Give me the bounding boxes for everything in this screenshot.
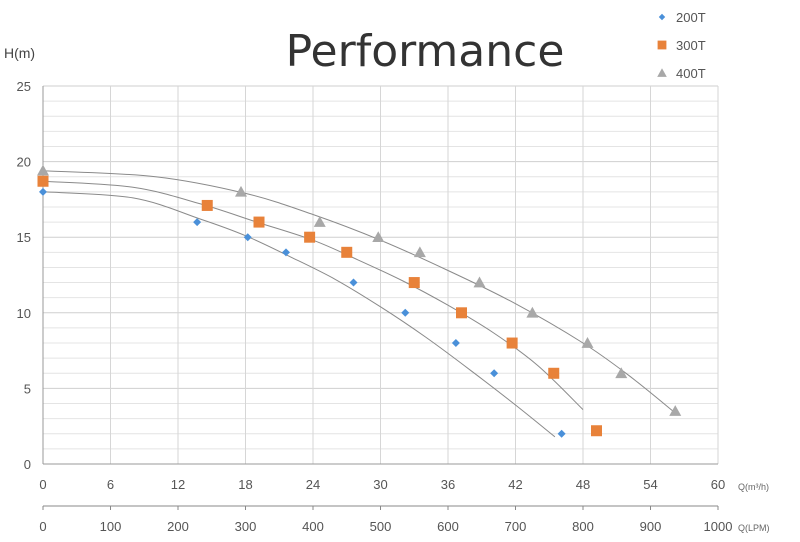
x-primary-tick-label: 18 — [238, 477, 252, 492]
x-primary-tick-label: 48 — [576, 477, 590, 492]
x-secondary-tick-label: 800 — [572, 519, 594, 534]
series-curve-300T — [42, 180, 584, 410]
y-tick-label: 25 — [17, 79, 31, 94]
data-point-200T — [193, 218, 202, 227]
legend-marker-300T — [657, 40, 667, 50]
data-point-300T — [201, 199, 213, 211]
data-point-400T — [37, 164, 49, 176]
series-markers — [37, 164, 682, 438]
data-point-200T — [557, 429, 566, 438]
axes — [42, 86, 719, 510]
legend-label-200T: 200T — [676, 10, 706, 25]
y-tick-labels: 0 5 10 15 20 25 — [17, 79, 31, 472]
x-secondary-tick-label: 0 — [39, 519, 46, 534]
x-primary-tick-label: 30 — [373, 477, 387, 492]
x-secondary-tick-labels: 0 100 200 300 400 500 600 700 800 900 1000 — [39, 519, 732, 534]
data-point-400T — [615, 367, 628, 379]
data-point-200T — [39, 187, 47, 196]
y-tick-label: 10 — [17, 306, 31, 321]
x-secondary-tick-label: 700 — [505, 519, 527, 534]
chart-title: Performance — [286, 26, 565, 77]
legend-marker-400T — [657, 68, 667, 77]
data-point-400T — [413, 246, 426, 258]
x-primary-unit-label: Q(m³/h) — [738, 482, 769, 492]
data-point-300T — [304, 231, 316, 243]
data-point-400T — [235, 185, 247, 197]
data-point-200T — [243, 233, 252, 242]
legend-label-300T: 300T — [676, 38, 706, 53]
data-point-300T — [456, 307, 467, 319]
series-curve-400T — [42, 170, 674, 412]
data-point-200T — [282, 248, 290, 257]
x-primary-tick-label: 12 — [171, 477, 185, 492]
x-secondary-tick-label: 400 — [302, 519, 324, 534]
x-secondary-tick-label: 500 — [370, 519, 392, 534]
x-primary-tick-labels: 0 6 12 18 24 30 36 42 48 54 60 — [39, 477, 725, 492]
y-tick-label: 20 — [17, 155, 31, 170]
x-secondary-tick-label: 600 — [437, 519, 459, 534]
data-point-400T — [313, 216, 326, 227]
y-axis-label: H(m) — [4, 45, 35, 61]
y-tick-label: 5 — [24, 381, 31, 396]
data-point-400T — [669, 405, 682, 416]
series-curve-200T — [42, 191, 556, 438]
legend-label-400T: 400T — [676, 66, 706, 81]
data-point-300T — [591, 425, 602, 437]
data-point-400T — [526, 306, 539, 318]
data-point-300T — [341, 246, 353, 258]
data-point-200T — [401, 308, 410, 317]
x-primary-tick-label: 36 — [441, 477, 455, 492]
x-primary-tick-label: 0 — [39, 477, 46, 492]
x-secondary-tick-label: 1000 — [704, 519, 733, 534]
x-secondary-unit-label: Q(LPM) — [738, 523, 770, 533]
data-point-200T — [490, 369, 499, 378]
data-point-400T — [372, 231, 385, 242]
data-point-200T — [451, 339, 460, 348]
grid — [42, 85, 719, 465]
data-point-300T — [253, 216, 265, 228]
data-point-300T — [408, 277, 420, 289]
legend-marker-200T — [658, 13, 666, 21]
data-point-300T — [548, 367, 560, 379]
data-point-200T — [349, 278, 358, 287]
data-point-300T — [506, 337, 518, 349]
data-point-400T — [581, 337, 594, 348]
x-primary-tick-label: 60 — [711, 477, 725, 492]
x-secondary-tick-label: 200 — [167, 519, 189, 534]
y-tick-label: 15 — [17, 230, 31, 245]
x-primary-tick-label: 54 — [643, 477, 657, 492]
x-secondary-tick-label: 900 — [640, 519, 662, 534]
legend: 200T 300T 400T — [657, 10, 706, 81]
x-secondary-tick-label: 100 — [100, 519, 122, 534]
x-primary-tick-label: 24 — [306, 477, 320, 492]
data-point-300T — [37, 175, 49, 187]
x-primary-tick-label: 6 — [107, 477, 114, 492]
x-primary-tick-label: 42 — [508, 477, 522, 492]
y-tick-label: 0 — [24, 457, 31, 472]
series-curves — [42, 170, 674, 438]
data-point-400T — [473, 276, 486, 288]
x-secondary-tick-label: 300 — [235, 519, 257, 534]
